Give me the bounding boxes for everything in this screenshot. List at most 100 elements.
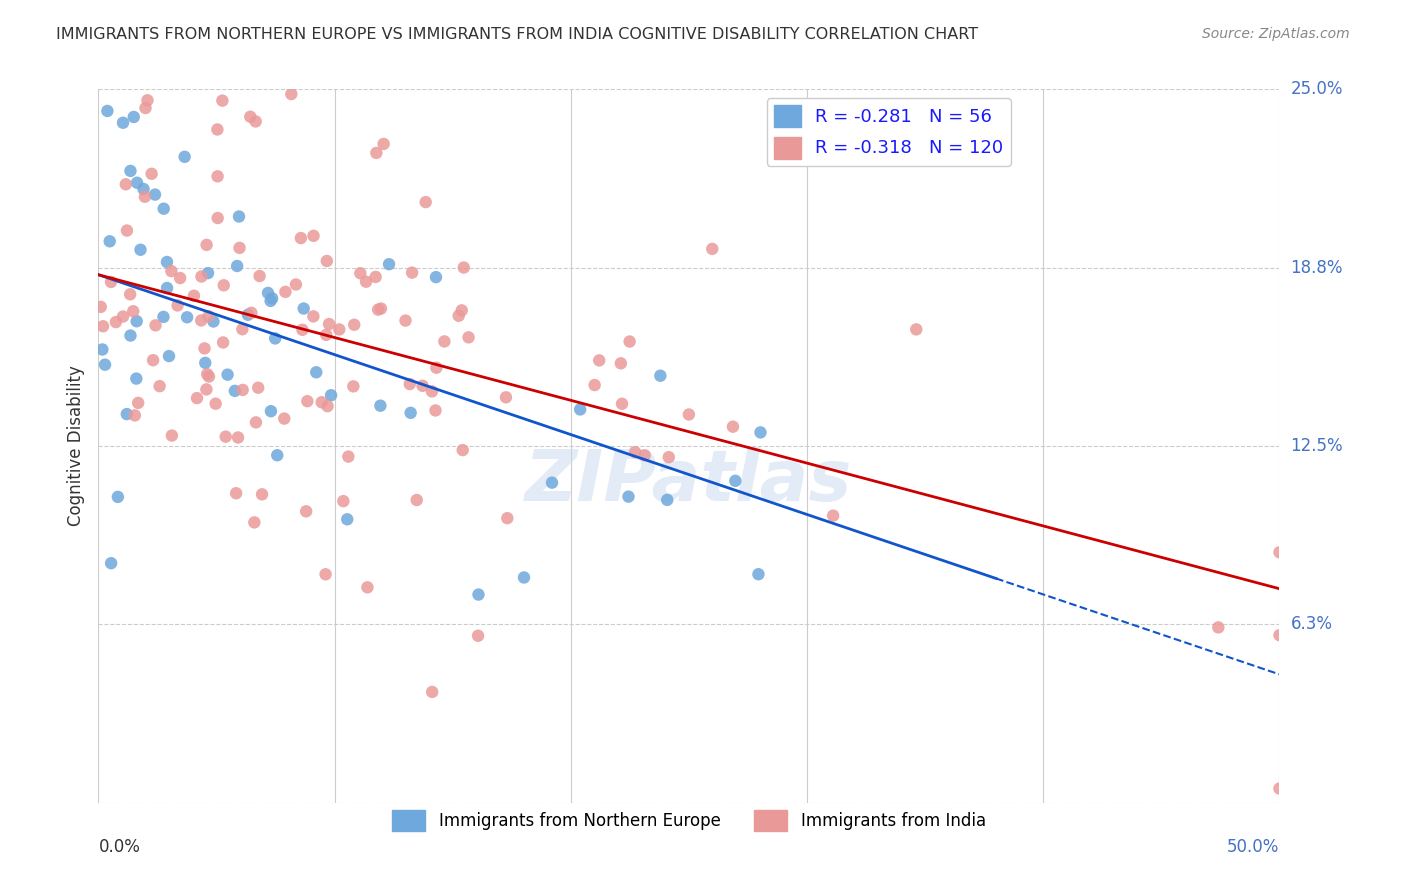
Immigrants from India	[1268, 781, 1291, 796]
Immigrants from India	[291, 323, 314, 337]
Immigrants from Northern Europe	[122, 110, 145, 124]
Immigrants from Northern Europe	[541, 475, 564, 490]
Immigrants from India	[610, 397, 633, 411]
Immigrants from India	[450, 303, 472, 318]
Immigrants from India	[315, 567, 337, 582]
Immigrants from Northern Europe	[202, 314, 225, 328]
Immigrants from India	[366, 145, 388, 160]
Immigrants from India	[678, 408, 700, 422]
Immigrants from India	[115, 223, 138, 237]
Immigrants from Northern Europe	[569, 402, 592, 417]
Immigrants from India	[658, 450, 681, 465]
Immigrants from India	[420, 384, 443, 399]
Immigrants from Northern Europe	[176, 310, 198, 325]
Immigrants from India	[619, 334, 641, 349]
Immigrants from India	[401, 266, 423, 280]
Text: 50.0%: 50.0%	[1227, 838, 1279, 855]
Immigrants from India	[420, 685, 443, 699]
Immigrants from Northern Europe	[724, 474, 747, 488]
Immigrants from India	[247, 381, 270, 395]
Immigrants from India	[316, 399, 339, 413]
Immigrants from India	[207, 122, 229, 136]
Immigrants from India	[274, 285, 297, 299]
Immigrants from Northern Europe	[370, 399, 392, 413]
Immigrants from Northern Europe	[143, 187, 166, 202]
Immigrants from India	[328, 322, 350, 336]
Immigrants from India	[721, 419, 744, 434]
Immigrants from Northern Europe	[96, 103, 118, 118]
Text: ZIPatlas: ZIPatlas	[526, 447, 852, 516]
Immigrants from Northern Europe	[194, 356, 217, 370]
Immigrants from India	[225, 486, 247, 500]
Immigrants from India	[211, 94, 233, 108]
Immigrants from Northern Europe	[125, 176, 148, 190]
Immigrants from Northern Europe	[157, 349, 180, 363]
Immigrants from India	[457, 330, 479, 344]
Immigrants from India	[134, 101, 156, 115]
Immigrants from India	[905, 322, 928, 336]
Immigrants from India	[91, 319, 114, 334]
Immigrants from India	[136, 93, 159, 107]
Immigrants from India	[297, 394, 319, 409]
Immigrants from India	[207, 169, 229, 184]
Immigrants from India	[134, 190, 156, 204]
Immigrants from India	[702, 242, 724, 256]
Immigrants from Northern Europe	[132, 182, 155, 196]
Immigrants from India	[195, 367, 218, 381]
Immigrants from India	[367, 302, 389, 317]
Immigrants from India	[318, 317, 340, 331]
Immigrants from India	[166, 298, 188, 312]
Immigrants from India	[141, 167, 163, 181]
Immigrants from India	[1208, 620, 1230, 634]
Immigrants from India	[302, 310, 325, 324]
Immigrants from India	[284, 277, 307, 292]
Immigrants from India	[295, 504, 318, 518]
Immigrants from Northern Europe	[156, 281, 179, 295]
Immigrants from India	[583, 378, 606, 392]
Immigrants from India	[453, 260, 475, 275]
Text: 25.0%: 25.0%	[1291, 80, 1343, 98]
Immigrants from Northern Europe	[305, 365, 328, 379]
Immigrants from Northern Europe	[125, 371, 148, 385]
Immigrants from Northern Europe	[747, 567, 769, 582]
Immigrants from India	[356, 580, 378, 594]
Immigrants from Northern Europe	[260, 404, 283, 418]
Immigrants from India	[370, 301, 392, 316]
Immigrants from India	[343, 318, 366, 332]
Immigrants from India	[495, 390, 517, 404]
Immigrants from India	[195, 383, 218, 397]
Legend: Immigrants from Northern Europe, Immigrants from India: Immigrants from Northern Europe, Immigra…	[385, 804, 993, 838]
Immigrants from Northern Europe	[152, 202, 174, 216]
Immigrants from India	[145, 318, 167, 333]
Immigrants from Northern Europe	[224, 384, 246, 398]
Immigrants from India	[405, 493, 427, 508]
Immigrants from India	[412, 379, 434, 393]
Immigrants from India	[245, 416, 267, 430]
Immigrants from India	[349, 266, 371, 280]
Y-axis label: Cognitive Disability: Cognitive Disability	[66, 366, 84, 526]
Immigrants from India	[231, 322, 253, 336]
Immigrants from India	[451, 443, 474, 458]
Immigrants from India	[315, 327, 337, 342]
Immigrants from India	[122, 304, 145, 318]
Immigrants from India	[232, 383, 254, 397]
Immigrants from India	[239, 110, 262, 124]
Immigrants from Northern Europe	[115, 407, 138, 421]
Immigrants from India	[243, 516, 266, 530]
Immigrants from India	[311, 395, 333, 409]
Immigrants from Northern Europe	[111, 116, 134, 130]
Immigrants from Northern Europe	[107, 490, 129, 504]
Immigrants from India	[231, 54, 253, 69]
Immigrants from India	[634, 448, 657, 462]
Immigrants from Northern Europe	[378, 257, 401, 271]
Immigrants from India	[100, 275, 122, 289]
Immigrants from India	[415, 195, 437, 210]
Immigrants from India	[195, 238, 218, 252]
Immigrants from India	[364, 269, 387, 284]
Immigrants from India	[447, 309, 470, 323]
Text: 0.0%: 0.0%	[98, 838, 141, 855]
Immigrants from India	[104, 315, 127, 329]
Immigrants from India	[228, 241, 250, 255]
Immigrants from India	[1268, 545, 1291, 559]
Immigrants from India	[112, 310, 135, 324]
